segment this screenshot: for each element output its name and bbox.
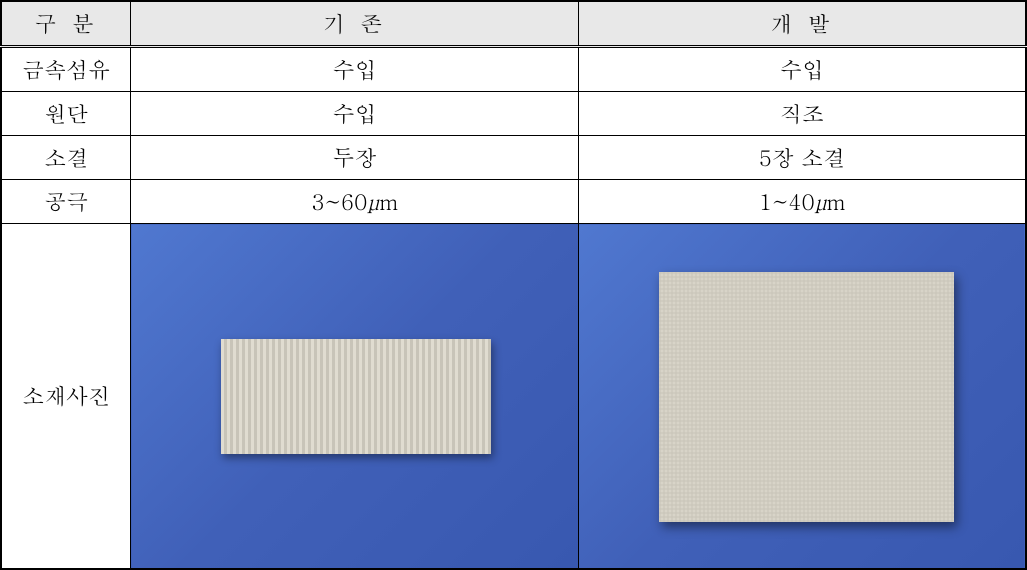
cell-porosity-existing: 3~60μm (131, 180, 579, 224)
fabric-sample-development (659, 272, 954, 522)
comparison-table: 구 분 기 존 개 발 금속섬유 수입 수입 원단 수입 직조 소결 두장 5장… (0, 0, 1027, 570)
cell-sintering-existing: 두장 (131, 136, 579, 180)
photo-existing (131, 224, 579, 569)
label-metal-fiber: 금속섬유 (1, 47, 131, 92)
porosity-development-value: 1~40 (759, 186, 815, 217)
porosity-existing-mu: μ (367, 186, 379, 217)
row-sintering: 소결 두장 5장 소결 (1, 136, 1026, 180)
porosity-existing-value: 3~60 (311, 186, 367, 217)
label-porosity: 공극 (1, 180, 131, 224)
row-porosity: 공극 3~60μm 1~40μm (1, 180, 1026, 224)
header-category: 구 분 (1, 1, 131, 47)
cell-metal-fiber-development: 수입 (578, 47, 1026, 92)
header-development: 개 발 (578, 1, 1026, 47)
cell-fabric-existing: 수입 (131, 92, 579, 136)
porosity-existing-m: m (379, 186, 398, 217)
porosity-development-m: m (827, 186, 846, 217)
table-header-row: 구 분 기 존 개 발 (1, 1, 1026, 47)
fabric-sample-existing (221, 339, 491, 454)
cell-metal-fiber-existing: 수입 (131, 47, 579, 92)
row-fabric: 원단 수입 직조 (1, 92, 1026, 136)
row-metal-fiber: 금속섬유 수입 수입 (1, 47, 1026, 92)
header-existing: 기 존 (131, 1, 579, 47)
porosity-development-mu: μ (815, 186, 827, 217)
label-sintering: 소결 (1, 136, 131, 180)
row-material-photo: 소재사진 (1, 224, 1026, 569)
label-material-photo: 소재사진 (1, 224, 131, 569)
cell-porosity-development: 1~40μm (578, 180, 1026, 224)
cell-fabric-development: 직조 (578, 92, 1026, 136)
cell-sintering-development: 5장 소결 (578, 136, 1026, 180)
label-fabric: 원단 (1, 92, 131, 136)
photo-development (578, 224, 1026, 569)
